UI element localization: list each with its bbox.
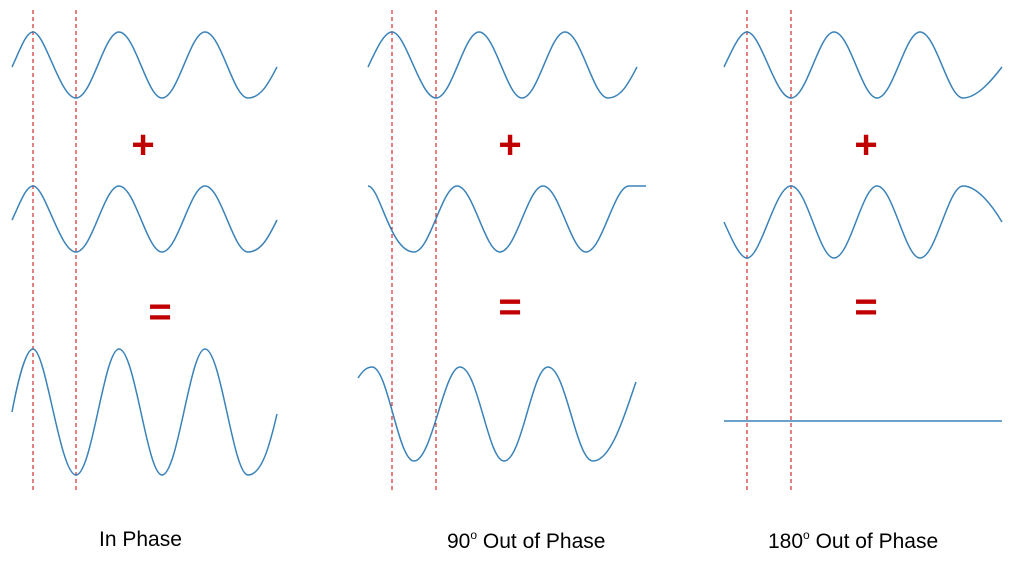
input-wave-2 bbox=[11, 185, 278, 253]
180-out-of-phase-label: 180o Out of Phase bbox=[768, 528, 938, 554]
plus-operator: + bbox=[498, 123, 521, 167]
label-text: In Phase bbox=[99, 528, 182, 551]
sum-wave bbox=[357, 366, 637, 462]
plus-operator: + bbox=[854, 123, 877, 167]
input-wave-2 bbox=[367, 185, 646, 253]
panel-180-out-of-phase: + = bbox=[723, 10, 1003, 492]
in-phase-label: In Phase bbox=[99, 528, 182, 552]
equals-operator: = bbox=[148, 290, 171, 334]
plus-operator: + bbox=[131, 123, 154, 167]
panel-in-phase: + = bbox=[11, 10, 278, 492]
90-out-of-phase-label: 90o Out of Phase bbox=[447, 528, 605, 554]
panel-90-out-of-phase: + = bbox=[357, 10, 646, 492]
equals-operator: = bbox=[498, 285, 521, 329]
sum-wave bbox=[11, 348, 278, 476]
label-text: Out of Phase bbox=[477, 530, 606, 553]
input-wave-2 bbox=[723, 185, 1003, 259]
label-text: Out of Phase bbox=[809, 530, 939, 553]
equals-operator: = bbox=[854, 285, 877, 329]
degree-symbol: o bbox=[803, 528, 810, 542]
input-wave-1 bbox=[11, 31, 278, 99]
degree-symbol: o bbox=[470, 528, 478, 542]
label-number: 90 bbox=[447, 530, 471, 553]
input-wave-1 bbox=[367, 31, 638, 99]
input-wave-1 bbox=[723, 31, 1003, 99]
label-number: 180 bbox=[768, 530, 804, 553]
